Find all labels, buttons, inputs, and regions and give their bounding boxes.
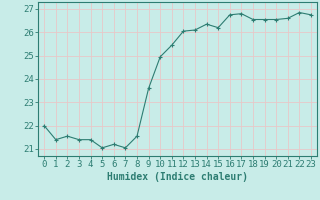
X-axis label: Humidex (Indice chaleur): Humidex (Indice chaleur) [107,172,248,182]
